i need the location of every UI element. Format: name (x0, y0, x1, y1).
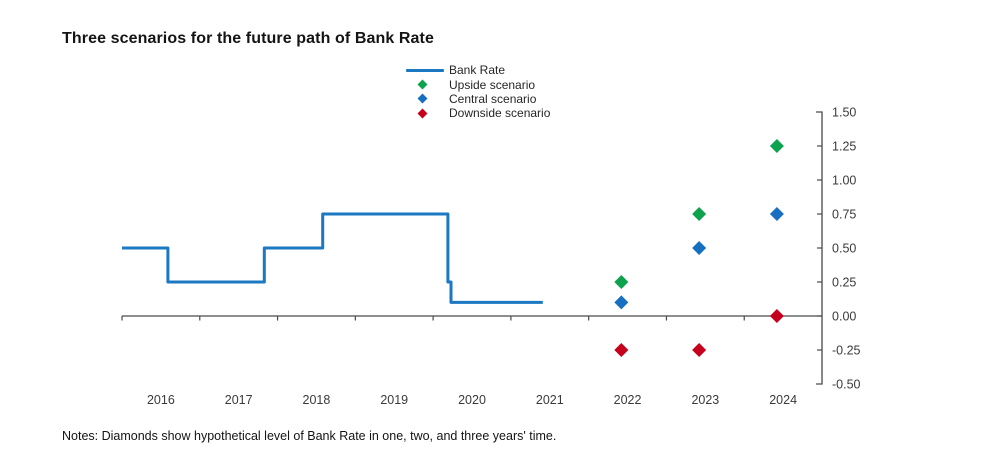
y-axis-tick-label: 0.00 (832, 310, 856, 324)
legend-item-downside-scenario: Downside scenario (406, 106, 550, 120)
legend-label: Bank Rate (449, 63, 506, 78)
y-axis-tick-label: 1.50 (832, 106, 856, 120)
legend-item-bank-rate: Bank Rate (406, 63, 550, 77)
x-axis-year-label: 2024 (769, 393, 797, 407)
upside-scenario-point (692, 207, 707, 221)
x-axis-year-label: 2017 (225, 393, 253, 407)
bank-rate-line (122, 212, 543, 304)
y-axis-tick-label: 0.75 (832, 208, 856, 222)
central-scenario-point (692, 241, 707, 255)
x-axis-year-label: 2019 (380, 393, 408, 407)
x-axis-year-label: 2016 (147, 393, 175, 407)
y-axis-tick-label: -0.50 (832, 378, 861, 392)
downside-scenario-point (769, 309, 784, 323)
upside-scenario-point (769, 139, 784, 153)
chart-notes: Notes: Diamonds show hypothetical level … (62, 429, 557, 443)
downside-scenario-point (614, 343, 629, 357)
legend: Bank Rate Upside scenario Central scenario… (406, 63, 550, 121)
y-axis-tick-label: 0.25 (832, 276, 856, 290)
legend-label: Central scenario (449, 91, 537, 106)
y-axis-tick-label: -0.25 (832, 344, 861, 358)
x-axis-year-label: 2018 (303, 393, 331, 407)
x-axis-year-label: 2022 (614, 393, 642, 407)
central-scenario-point (614, 295, 629, 310)
y-axis-tick-label: 0.50 (832, 242, 856, 256)
downside-scenario-point (692, 343, 707, 357)
x-axis-year-label: 2021 (536, 393, 564, 407)
y-axis-tick-label: 1.25 (832, 140, 856, 154)
chart-title: Three scenarios for the future path of B… (62, 30, 434, 47)
legend-label: Downside scenario (449, 106, 551, 121)
x-axis-year-label: 2023 (691, 393, 719, 407)
line-swatch-icon (406, 68, 449, 72)
legend-label: Upside scenario (449, 77, 536, 92)
y-axis-tick-label: 1.00 (832, 174, 856, 188)
legend-item-upside-scenario: Upside scenario (406, 77, 550, 92)
upside-scenario-point (614, 275, 629, 289)
legend-item-central-scenario: Central scenario (406, 92, 550, 106)
x-axis-year-label: 2020 (458, 393, 486, 407)
central-scenario-point (769, 207, 784, 221)
